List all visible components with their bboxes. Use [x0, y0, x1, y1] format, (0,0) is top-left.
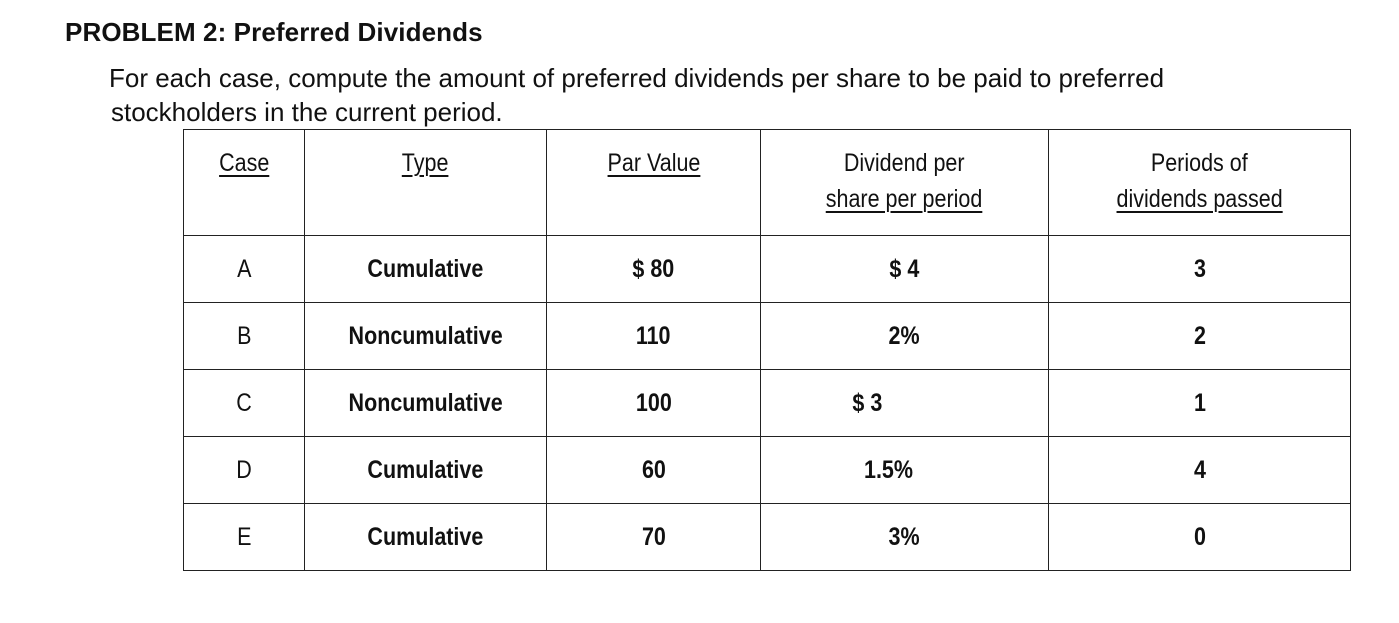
table-row: C Noncumulative 100 $ 3 1: [183, 369, 1351, 437]
cell-par-value: $ 80: [546, 235, 761, 303]
cell-par-value: 60: [546, 436, 761, 504]
cell-par-value: 110: [546, 302, 761, 370]
cell-case: D: [183, 436, 305, 504]
cell-type: Cumulative: [304, 503, 547, 571]
cell-periods: 3: [1048, 235, 1351, 303]
cell-periods: 4: [1048, 436, 1351, 504]
header-dividend-per-share: Dividend per share per period: [760, 129, 1049, 236]
cell-periods: 1: [1048, 369, 1351, 437]
cell-case: A: [183, 235, 305, 303]
table-header-row: Case Type Par Value Dividend per share p…: [183, 129, 1351, 236]
preferred-dividends-table: Case Type Par Value Dividend per share p…: [183, 129, 1351, 571]
cell-dividend: 2%: [760, 302, 1049, 370]
cell-dividend: $ 4: [760, 235, 1049, 303]
instructions-line-1: For each case, compute the amount of pre…: [109, 63, 1165, 93]
cell-case: E: [183, 503, 305, 571]
table-row: D Cumulative 60 1.5% 4: [183, 436, 1351, 504]
table-row: A Cumulative $ 80 $ 4 3: [183, 235, 1351, 303]
header-par-value: Par Value: [546, 129, 761, 236]
cell-type: Cumulative: [304, 436, 547, 504]
problem-instructions: For each case, compute the amount of pre…: [109, 61, 1349, 129]
cell-par-value: 70: [546, 503, 761, 571]
header-periods-passed: Periods of dividends passed: [1048, 129, 1351, 236]
cell-periods: 0: [1048, 503, 1351, 571]
table-row: B Noncumulative 110 2% 2: [183, 302, 1351, 370]
instructions-line-2: stockholders in the current period.: [111, 97, 503, 127]
cell-case: C: [183, 369, 305, 437]
cell-type: Noncumulative: [304, 302, 547, 370]
cell-dividend: 3%: [760, 503, 1049, 571]
cell-par-value: 100: [546, 369, 761, 437]
header-case: Case: [183, 129, 305, 236]
problem-title: PROBLEM 2: Preferred Dividends: [65, 17, 483, 47]
cell-dividend: 1.5%: [760, 436, 1049, 504]
cell-dividend: $ 3: [760, 369, 1049, 437]
cell-type: Cumulative: [304, 235, 547, 303]
table-row: E Cumulative 70 3% 0: [183, 503, 1351, 571]
cell-periods: 2: [1048, 302, 1351, 370]
cell-case: B: [183, 302, 305, 370]
header-type: Type: [304, 129, 547, 236]
cell-type: Noncumulative: [304, 369, 547, 437]
